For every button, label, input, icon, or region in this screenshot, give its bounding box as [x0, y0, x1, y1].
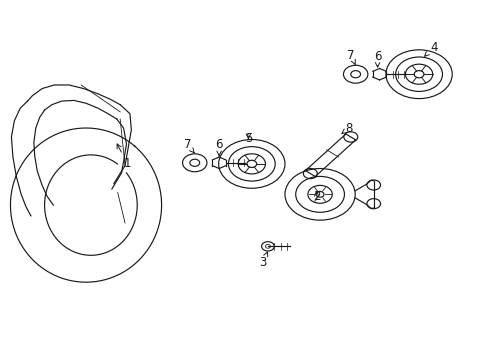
Text: 4: 4 [424, 41, 437, 56]
Text: 8: 8 [341, 122, 352, 135]
Text: 2: 2 [312, 190, 320, 203]
Text: 7: 7 [183, 138, 194, 153]
Text: 1: 1 [117, 144, 131, 170]
Text: 6: 6 [373, 50, 381, 67]
Text: 7: 7 [346, 49, 355, 65]
Text: 5: 5 [244, 132, 252, 145]
Text: 3: 3 [259, 252, 267, 269]
Text: 6: 6 [215, 138, 223, 156]
